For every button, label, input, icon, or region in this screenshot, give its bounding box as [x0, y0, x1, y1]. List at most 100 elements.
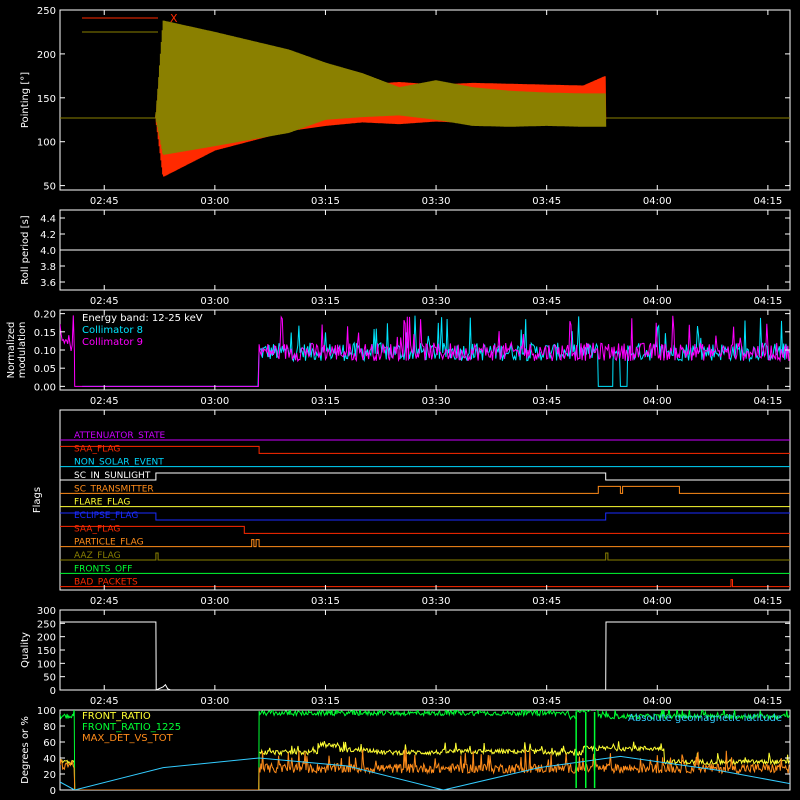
y-tick-label: 4.4	[40, 214, 56, 225]
flag-label: SAA_FLAG	[74, 524, 120, 534]
y-tick-label: 150	[37, 646, 56, 657]
y-axis-label: modulation	[17, 322, 28, 379]
y-tick-label: 100	[37, 659, 56, 670]
x-tick-label: 02:45	[90, 696, 119, 707]
x-tick-label: 03:45	[532, 196, 561, 207]
panel-4: ATTENUATOR_STATE SAA_FLAG NON_SOLAR_EVENT S…	[32, 409, 791, 607]
series-front-ratio	[60, 741, 790, 790]
legend-label: Collimator 8	[82, 325, 143, 336]
flag-line	[60, 552, 790, 561]
flag-label: ATTENUATOR_STATE	[74, 431, 166, 441]
panel-5: 0 50 100 150 200 250 300 02:45 03:00 03:15 03:30 03…	[20, 606, 791, 707]
y-axis-label: Pointing [°]	[20, 72, 31, 128]
y-tick-label: 3.8	[40, 262, 56, 273]
x-tick-label: 03:45	[532, 696, 561, 707]
flag-line	[60, 539, 790, 548]
x-tick-label: 03:45	[532, 296, 561, 307]
y-axis-label: Quality	[20, 632, 31, 668]
series-absolute-geomagnetic-latitude	[60, 755, 790, 790]
legend-label: MAX_DET_VS_TOT	[82, 733, 174, 744]
y-tick-label: 0.15	[34, 328, 56, 339]
x-tick-label: 04:15	[753, 296, 782, 307]
x-tick-label: 03:15	[311, 396, 340, 407]
x-tick-label: 02:45	[90, 296, 119, 307]
x-tick-label: 03:00	[200, 196, 229, 207]
x-tick-label: 04:15	[753, 596, 782, 607]
panel-frame	[59, 409, 791, 591]
legend-label: FRONT_RATIO	[82, 711, 151, 722]
y-tick-label: 0.00	[34, 382, 56, 393]
series-collimator-9	[60, 315, 790, 387]
x-tick-label: 03:15	[311, 296, 340, 307]
x-tick-label: 03:00	[200, 296, 229, 307]
y-tick-label: 250	[37, 6, 56, 17]
series-front-ratio-1225	[60, 710, 790, 790]
flag-label: NON_SOLAR_EVENT	[74, 458, 164, 468]
y-tick-label: 4.0	[40, 246, 56, 257]
x-tick-label: 02:45	[90, 396, 119, 407]
y-tick-label: 40	[43, 754, 56, 765]
flag-line	[60, 579, 790, 588]
y-axis-label: Degrees or %	[20, 716, 31, 784]
x-tick-label: 03:30	[422, 696, 451, 707]
flag-label: SC_TRANSMITTER	[74, 484, 154, 494]
y-tick-label: 20	[43, 770, 56, 781]
y-tick-label: 4.2	[40, 230, 56, 241]
flag-label: SAA_FLAG	[74, 444, 120, 454]
flag-line	[60, 485, 790, 494]
y-tick-label: 250	[37, 619, 56, 630]
flag-label: ECLIPSE_FLAG	[74, 511, 138, 521]
panel-frame	[59, 9, 791, 191]
legend-label: Y	[169, 26, 177, 39]
x-tick-label: 04:15	[753, 696, 782, 707]
x-tick-label: 03:30	[422, 296, 451, 307]
x-tick-label: 03:00	[200, 396, 229, 407]
x-tick-label: 04:15	[753, 396, 782, 407]
y-tick-label: 0	[50, 686, 56, 697]
y-tick-label: 50	[43, 182, 56, 193]
x-tick-label: 03:15	[311, 596, 340, 607]
x-tick-label: 03:45	[532, 396, 561, 407]
x-tick-label: 03:30	[422, 596, 451, 607]
flag-label: FLARE_FLAG	[74, 498, 130, 508]
x-tick-label: 03:00	[200, 696, 229, 707]
flag-label: AAZ_FLAG	[74, 551, 121, 561]
x-tick-label: 03:30	[422, 196, 451, 207]
x-tick-label: 04:00	[643, 296, 672, 307]
quality-line	[60, 621, 790, 691]
flag-label: PARTICLE_FLAG	[74, 538, 144, 548]
x-tick-label: 03:00	[200, 596, 229, 607]
flag-label: FRONTS_OFF	[74, 564, 132, 574]
y-tick-label: 150	[37, 94, 56, 105]
flag-line	[60, 445, 790, 454]
flag-line	[60, 525, 790, 534]
y-axis-label: Normalized	[6, 322, 17, 379]
legend-label: Collimator 9	[82, 337, 143, 348]
y-tick-label: 100	[37, 138, 56, 149]
x-tick-label: 04:00	[643, 696, 672, 707]
flag-label: BAD_PACKETS	[74, 578, 138, 588]
panel-1: 50 100 150 200 250 02:45 03:00 03:15 03:30 03:45 0…	[20, 6, 791, 207]
x-tick-label: 03:30	[422, 396, 451, 407]
x-tick-label: 03:45	[532, 596, 561, 607]
y-tick-label: 60	[43, 738, 56, 749]
panel-2: 3.6 3.8 4.0 4.2 4.4 02:45 03:00 03:15 03:30 03:45…	[20, 209, 791, 307]
y-tick-label: 3.6	[40, 278, 56, 289]
panel-3: 0.00 0.05 0.10 0.15 0.20 02:45 03:00 03:15 03:30…	[6, 309, 791, 407]
panel-6: 0 20 40 60 80 100 Degrees or % FRONT_RATIOFRONT…	[20, 706, 791, 797]
y-tick-label: 200	[37, 50, 56, 61]
x-tick-label: 03:15	[311, 196, 340, 207]
x-tick-label: 04:00	[643, 396, 672, 407]
geomagnetic-latitude-label: Absolute geomagnetic latitude	[628, 713, 782, 724]
y-tick-label: 100	[37, 706, 56, 717]
flag-label: SC_IN_SUNLIGHT	[74, 471, 151, 481]
y-tick-label: 0.10	[34, 346, 56, 357]
x-tick-label: 03:15	[311, 696, 340, 707]
panel-frame	[59, 709, 791, 791]
y-axis-label: Roll period [s]	[20, 215, 31, 284]
series-band-y	[155, 20, 607, 155]
flag-line	[60, 472, 790, 481]
y-tick-label: 80	[43, 722, 56, 733]
y-tick-label: 200	[37, 633, 56, 644]
